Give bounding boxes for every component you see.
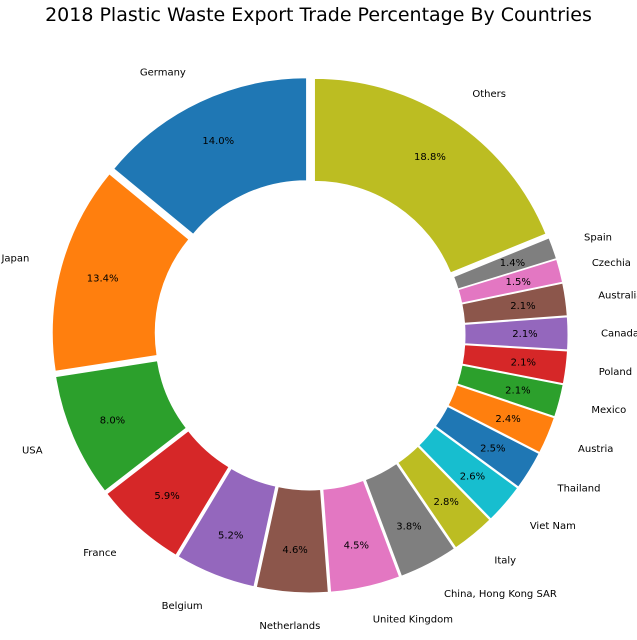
category-label: Netherlands — [259, 621, 320, 632]
category-label: Mexico — [591, 405, 626, 416]
category-label: Japan — [0, 254, 29, 265]
slice-czechia — [457, 258, 564, 304]
value-label: 18.8% — [414, 152, 446, 163]
category-label: Austria — [578, 444, 613, 455]
slice-france — [106, 430, 230, 556]
value-label: 2.1% — [512, 329, 537, 340]
category-label: Thailand — [556, 484, 600, 495]
value-label: 2.1% — [510, 301, 535, 312]
slice-thailand — [434, 405, 540, 488]
category-label: Australia — [598, 290, 637, 301]
category-label: Belgium — [162, 601, 203, 612]
category-label: Viet Nam — [530, 521, 576, 532]
value-label: 2.6% — [460, 471, 485, 482]
value-label: 3.8% — [396, 521, 421, 532]
slice-belgium — [177, 467, 277, 588]
slice-austria — [447, 384, 555, 454]
value-label: 4.6% — [282, 545, 307, 556]
slice-canada — [464, 316, 569, 351]
value-label: 2.5% — [480, 444, 505, 455]
value-label: 1.4% — [500, 258, 525, 269]
category-label: China, Hong Kong SAR — [444, 589, 557, 600]
category-label: Poland — [599, 367, 632, 378]
slice-viet-nam — [418, 426, 519, 520]
chart-title: 2018 Plastic Waste Export Trade Percenta… — [45, 4, 592, 26]
value-label: 2.1% — [511, 358, 536, 369]
category-label: France — [83, 548, 116, 559]
slice-united-kingdom — [322, 479, 401, 593]
slice-australia — [461, 282, 568, 324]
value-label: 1.5% — [506, 277, 531, 288]
value-label: 2.1% — [505, 385, 530, 396]
category-label: Czechia — [592, 258, 631, 269]
category-label: Italy — [494, 556, 516, 567]
value-label: 5.9% — [154, 491, 179, 502]
slice-spain — [453, 237, 558, 290]
category-label: Canada — [601, 329, 637, 340]
category-label: Others — [472, 89, 506, 100]
value-label: 4.5% — [344, 540, 369, 551]
value-label: 5.2% — [218, 530, 243, 541]
slice-usa — [55, 360, 188, 492]
slice-poland — [461, 344, 569, 385]
value-label: 2.4% — [495, 414, 520, 425]
slice-germany — [112, 77, 308, 235]
category-label: United Kingdom — [373, 615, 453, 626]
category-label: Germany — [140, 67, 186, 78]
value-label: 2.8% — [434, 497, 459, 508]
slice-italy — [397, 445, 491, 549]
value-label: 14.0% — [202, 136, 234, 147]
slice-mexico — [456, 364, 564, 418]
slice-china-hong-kong-sar — [364, 462, 456, 577]
category-label: USA — [22, 445, 43, 456]
value-label: 8.0% — [100, 415, 125, 426]
category-label: Spain — [584, 233, 612, 244]
slice-netherlands — [255, 486, 329, 594]
value-label: 13.4% — [87, 274, 119, 285]
slice-others — [313, 77, 547, 274]
slice-japan — [51, 173, 190, 372]
